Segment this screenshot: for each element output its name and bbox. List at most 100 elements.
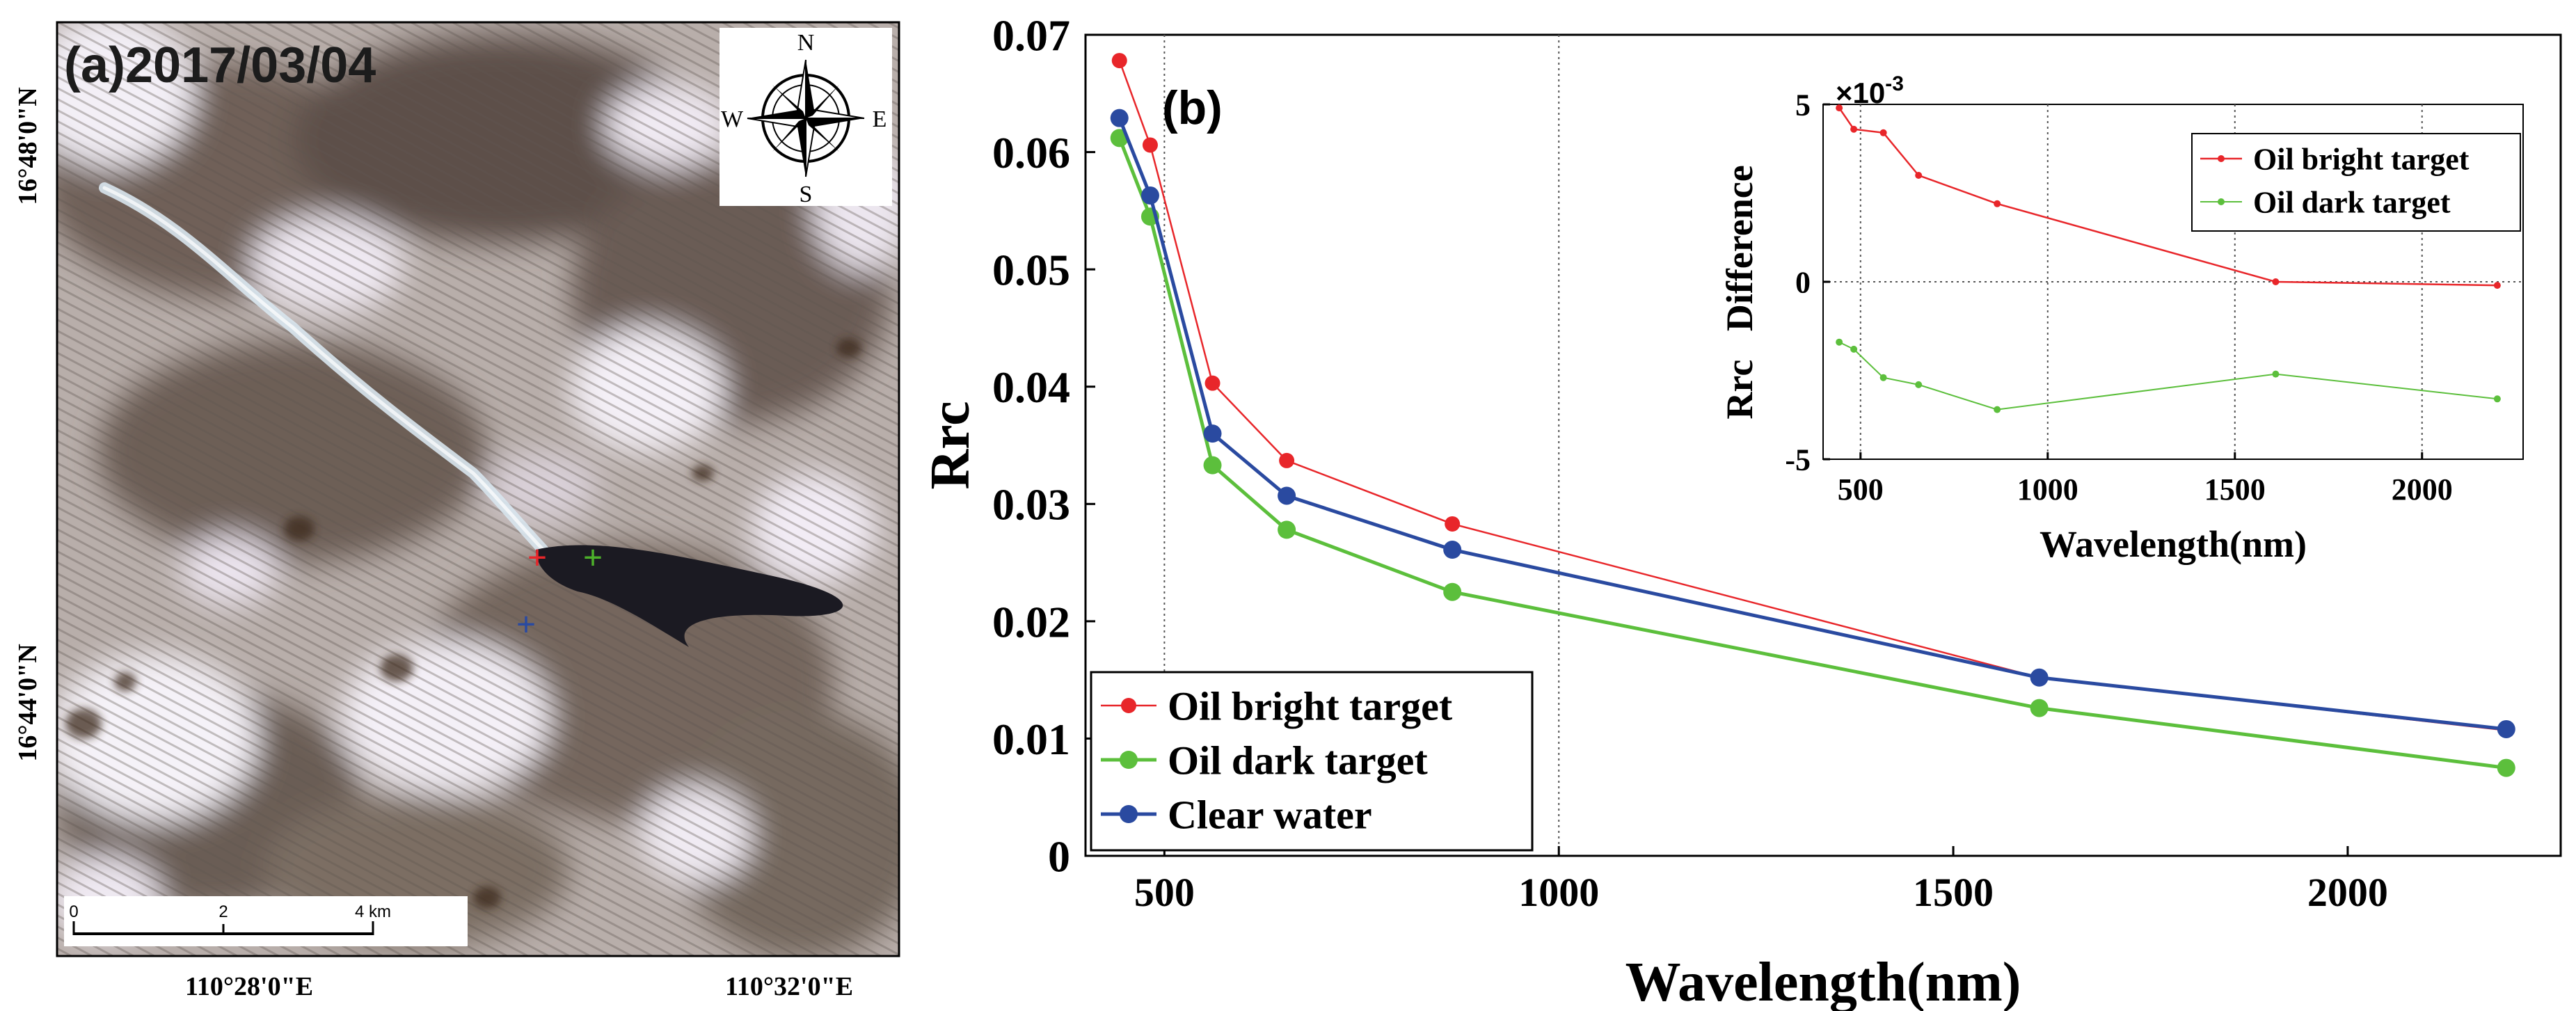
map-markers: + + + (516, 538, 603, 644)
map-panel: (a)2017/03/04 N S E W (13, 21, 900, 1001)
y-tick-label: -5 (1785, 443, 1811, 477)
data-point (1836, 104, 1843, 112)
data-point (1443, 541, 1462, 559)
data-point (1278, 520, 1296, 539)
data-point (1279, 452, 1295, 468)
inset-chart: -5 0 5 500 1000 1500 2000 ×10-3 Rrc Differenc… (1719, 72, 2524, 565)
clear-water-marker: + (516, 605, 536, 644)
y-tick-label: 0 (1795, 265, 1811, 299)
data-point (1994, 200, 2001, 207)
compass-star-icon (747, 59, 865, 177)
main-x-axis: 500 1000 1500 2000 (1134, 846, 2388, 915)
inset-grid-lines (1823, 104, 2523, 459)
data-point (2272, 370, 2280, 378)
data-point (2497, 719, 2515, 738)
data-point (1110, 109, 1129, 127)
data-point (1278, 486, 1296, 505)
scale-tick-2: 2 (218, 902, 228, 921)
data-point (1879, 129, 1887, 136)
legend-label: Clear water (1168, 792, 1372, 837)
inset-y-label: Rrc Difference (1719, 165, 1760, 419)
scale-tick-0: 0 (69, 902, 78, 921)
oil-slick (536, 545, 843, 647)
y-tick-label: 0 (1048, 831, 1070, 881)
oil-dark-marker: + (583, 538, 603, 577)
data-point (1203, 456, 1222, 475)
data-point (1915, 381, 1923, 388)
y-tick-label: 0.03 (992, 480, 1070, 530)
legend-marker (1120, 751, 1138, 769)
inset-legend: Oil bright target Oil dark target (2191, 133, 2521, 232)
y-tick-label: 0.02 (992, 597, 1070, 646)
inset-x-label: Wavelength(nm) (2040, 523, 2307, 565)
x-tick-label: 1000 (2017, 472, 2078, 507)
y-tick-label: 0.04 (992, 363, 1070, 412)
data-point (1879, 374, 1887, 381)
inset-series (1836, 104, 2501, 413)
legend-marker (1120, 805, 1138, 823)
y-tick-label: 0.07 (992, 10, 1070, 60)
x-tick-label: 1000 (1518, 870, 1599, 915)
data-point (1140, 186, 1159, 205)
panel-b-label: (b) (1162, 81, 1223, 134)
data-point (2272, 278, 2280, 285)
oil-bright-marker: + (527, 538, 548, 577)
inset-x-axis: 500 1000 1500 2000 (1838, 452, 2453, 507)
legend-marker (2218, 198, 2225, 205)
legend-label: Oil bright target (2253, 142, 2470, 176)
x-tick-label: 2000 (2392, 472, 2453, 507)
scale-bar: 0 2 4 km (64, 896, 468, 946)
data-point (2493, 282, 2501, 289)
data-point (1836, 338, 1843, 346)
map-title: (a)2017/03/04 (64, 38, 376, 93)
x-tick-label: 2000 (2307, 870, 2388, 915)
scale-tick-4km: 4 km (355, 902, 391, 921)
main-y-axis: 0 0.01 0.02 0.03 0.04 0.05 0.06 0.07 (992, 10, 1095, 881)
inset-exponent-power: -3 (1885, 72, 1904, 95)
data-point (1203, 424, 1222, 443)
lon-label-right: 110°32'0"E (725, 972, 853, 1001)
data-point (2497, 758, 2515, 777)
data-point (1994, 406, 2001, 413)
x-tick-label: 1500 (1913, 870, 1994, 915)
x-tick-label: 500 (1838, 472, 1884, 507)
legend-label: Oil dark target (2253, 185, 2451, 219)
main-y-label: Rrc (920, 401, 981, 489)
y-tick-label: 5 (1795, 88, 1811, 122)
data-point (1915, 172, 1923, 179)
data-point (2493, 395, 2501, 403)
data-point (1850, 345, 1858, 353)
data-point (1142, 137, 1158, 153)
data-point (1443, 582, 1462, 601)
x-tick-label: 500 (1134, 870, 1195, 915)
lat-label-top: 16°48'0"N (13, 87, 42, 205)
data-point (2030, 668, 2049, 687)
compass-s: S (800, 182, 813, 207)
data-point (2030, 699, 2049, 717)
main-x-label: Wavelength(nm) (1625, 952, 2021, 1011)
inset-y-axis: -5 0 5 (1785, 88, 1830, 477)
y-tick-label: 0.05 (992, 246, 1070, 295)
compass-n: N (797, 30, 815, 56)
legend-label: Oil bright target (1168, 683, 1453, 729)
legend-label: Oil dark target (1168, 738, 1428, 783)
compass-e: E (873, 106, 887, 132)
data-point (1204, 375, 1221, 391)
legend-marker (1121, 698, 1136, 713)
data-point (1111, 53, 1127, 69)
inset-exponent: ×10-3 (1836, 72, 1904, 109)
lat-label-bottom: 16°44'0"N (13, 644, 42, 761)
y-tick-label: 0.01 (992, 715, 1070, 764)
compass-rose: N S E W (719, 28, 892, 207)
data-point (1850, 125, 1858, 133)
legend-marker (2218, 155, 2225, 162)
x-tick-label: 1500 (2204, 472, 2266, 507)
lon-label-left: 110°28'0"E (185, 972, 313, 1001)
compass-w: W (721, 106, 744, 132)
inset-exponent-base: ×10 (1836, 77, 1885, 109)
data-point (1445, 516, 1461, 532)
main-legend: Oil bright target Oil dark target Clear wa… (1090, 671, 1534, 852)
y-tick-label: 0.06 (992, 128, 1070, 177)
main-series (1110, 53, 2515, 777)
